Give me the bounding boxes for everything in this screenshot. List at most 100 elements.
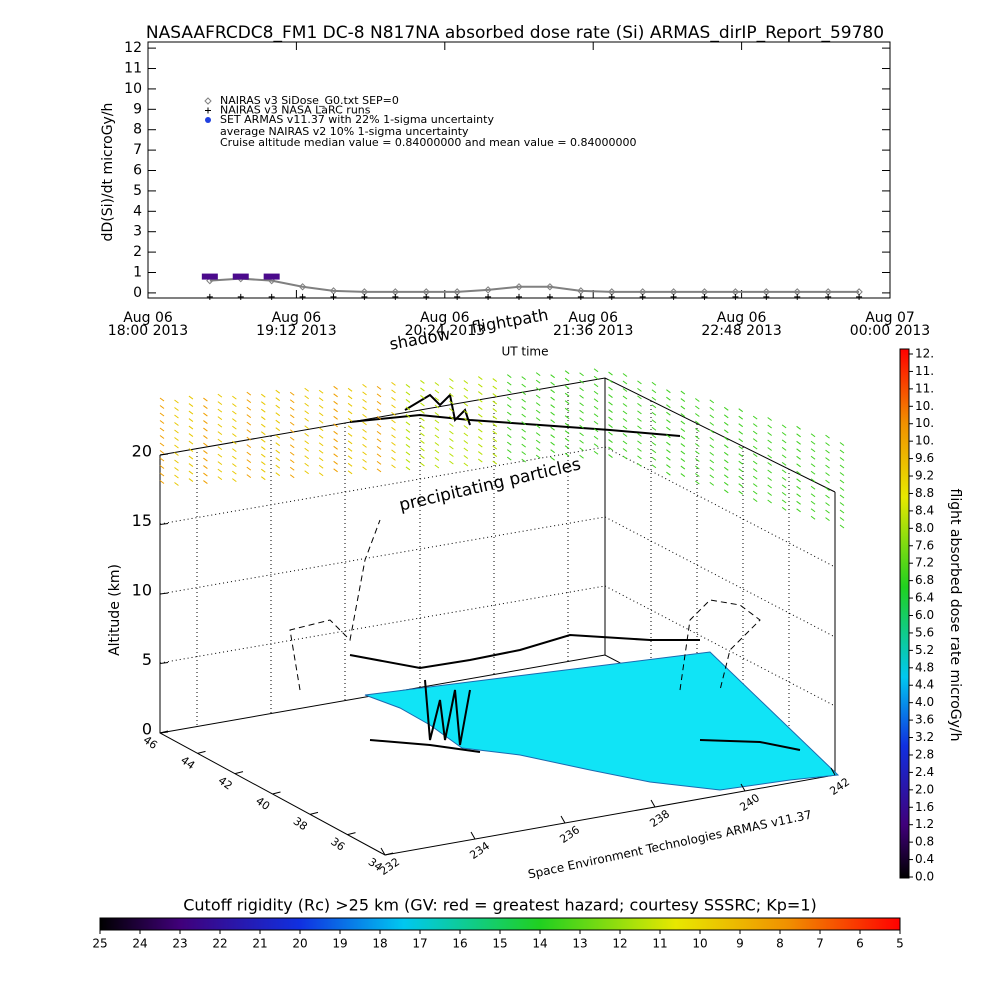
colorbar-tick-label: 13 [572, 937, 587, 951]
dose-dash [521, 436, 527, 441]
dose-dash [347, 402, 353, 407]
land-surface [364, 651, 840, 791]
z-tick-label: 5 [142, 650, 152, 669]
colorbar-tick-label: 5 [896, 937, 904, 951]
dose-dash [608, 379, 613, 383]
dose-dash [535, 402, 541, 407]
dose-dash [723, 466, 729, 471]
dose-dash [463, 395, 469, 399]
y-tick-label: 10 [124, 81, 142, 97]
dose-dash [723, 406, 729, 411]
dose-columns [159, 368, 845, 529]
dose-dash [232, 455, 237, 460]
dose-dash [260, 416, 266, 421]
dose-dash [723, 429, 729, 434]
dose-dash [651, 456, 657, 461]
dose-dash [738, 423, 744, 428]
dose-dash [709, 436, 715, 441]
point [577, 287, 585, 295]
dose-dash [420, 387, 425, 392]
dose-dash [695, 405, 700, 410]
x-tick [740, 783, 746, 792]
dose-dash [637, 410, 642, 415]
dose-dash [347, 395, 353, 400]
colorbar-tick-label: 10. [915, 416, 934, 430]
dose-dash [304, 440, 309, 445]
dose-dash [781, 439, 787, 444]
colorbar-tick-label: 11 [652, 937, 667, 951]
dose-dash [434, 397, 440, 401]
dose-dash [709, 444, 715, 449]
dose-dash [680, 435, 686, 440]
dose-dash [289, 474, 295, 479]
dose-dash [521, 458, 527, 463]
dose-dash [333, 423, 338, 428]
colorbar-tick-label: 11. [915, 381, 934, 395]
dose-dash [477, 451, 483, 455]
dose-dash [752, 475, 758, 480]
z-tick [159, 592, 169, 595]
dose-dash [463, 455, 469, 459]
dose-dash [810, 470, 816, 475]
dose-dash [680, 413, 686, 417]
dose-dash [217, 416, 223, 420]
dose-dash [637, 402, 642, 407]
dose-dash [723, 489, 729, 494]
point [484, 286, 492, 294]
colorbar-tick-label: 15 [492, 937, 507, 951]
dose-dash [405, 436, 411, 441]
point [423, 293, 430, 300]
dose-dash [825, 464, 830, 469]
dose-dash [564, 422, 570, 427]
dose-dash [709, 414, 715, 419]
y-tick [159, 730, 169, 734]
dose-dash [232, 425, 237, 430]
dose-dash [188, 425, 194, 430]
flight-shadow [289, 519, 761, 691]
dose-dash [217, 431, 223, 435]
colorbar-tick-label: 6.8 [915, 573, 934, 587]
dose-dash [637, 440, 642, 445]
dose-dash [347, 387, 353, 392]
y-tick-label: 8 [133, 122, 142, 138]
dose-dash [579, 379, 584, 384]
dose-dash [159, 412, 165, 417]
dose-dash [593, 398, 599, 403]
dose-dash [781, 462, 787, 466]
dose-dash [767, 469, 772, 474]
dose-dash [781, 447, 787, 451]
dose-dash [159, 405, 165, 409]
dose-dash [695, 413, 700, 417]
dose-dash [434, 419, 440, 424]
dose-dash [506, 419, 512, 423]
dose-dash [608, 386, 613, 391]
dose-dash [695, 443, 700, 447]
dose-dash [304, 462, 309, 467]
dose-dash [564, 392, 570, 397]
x-tick-label: 21:36 2013 [553, 323, 633, 339]
dose-dash [492, 385, 498, 390]
dose-dash [506, 441, 512, 446]
dose-dash [781, 477, 787, 481]
dose-dash [637, 432, 642, 437]
point [855, 288, 863, 296]
dose-dash [680, 428, 686, 432]
dose-dash [839, 449, 845, 454]
dose-dash [680, 458, 686, 462]
dose-dash [593, 428, 599, 433]
dose-dash [666, 449, 671, 454]
dose-dash [232, 433, 237, 438]
y-tick-label: 4 [133, 203, 142, 219]
dose-dash [188, 463, 194, 467]
dose-dash [188, 433, 194, 437]
dose-dash [666, 396, 671, 401]
point [825, 293, 832, 300]
dose-dash [637, 447, 642, 452]
dose-dash [362, 406, 367, 411]
dose-dash [405, 444, 411, 448]
dose-dash [318, 397, 324, 402]
dose-dash [246, 466, 252, 471]
dose-dash [174, 459, 179, 464]
dose-dash [391, 449, 396, 454]
dose-dash [651, 404, 657, 409]
